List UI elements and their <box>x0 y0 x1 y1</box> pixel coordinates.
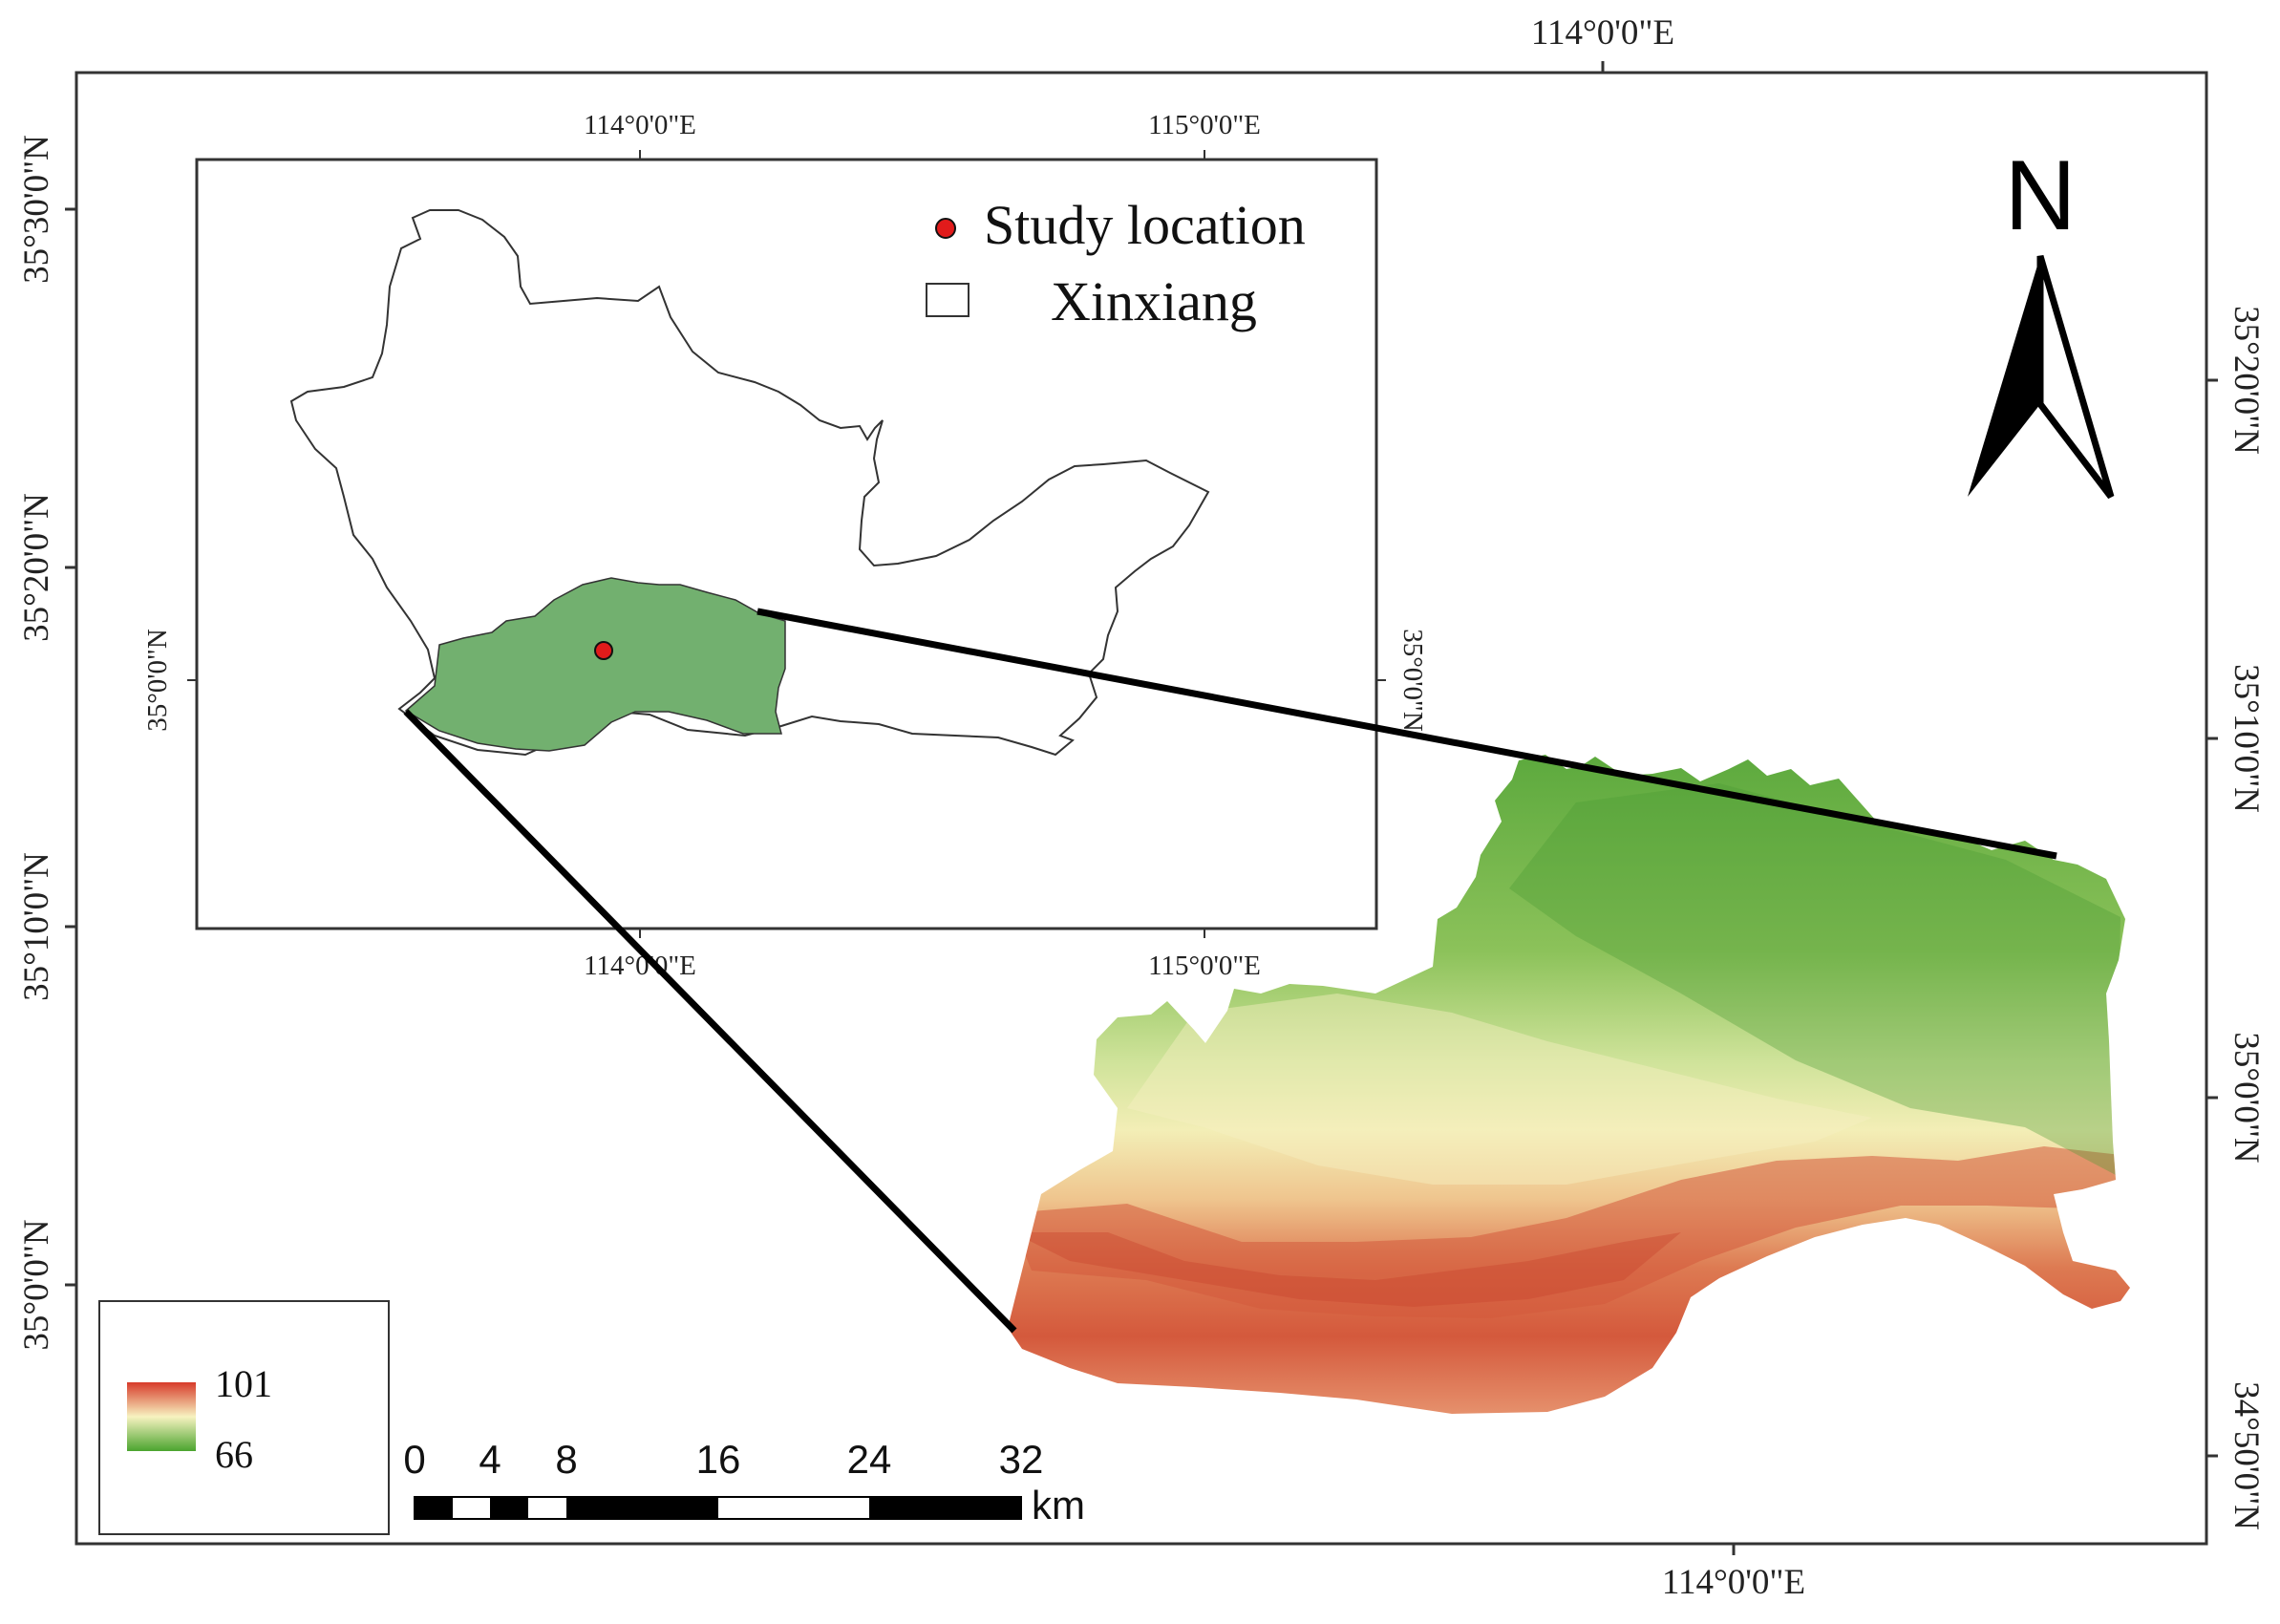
inset-map-ticks <box>187 150 1386 938</box>
north-arrow-left-icon <box>1968 256 2040 497</box>
study-area-inset <box>404 577 786 752</box>
scale-tick-24: 24 <box>847 1437 892 1482</box>
value-legend-ramp <box>127 1382 196 1451</box>
right-lat-label-4: 34°50'0"N <box>2227 1381 2266 1530</box>
inset-top-lon-2: 115°0'0"E <box>1148 110 1261 140</box>
inset-bottom-lon-1: 114°0'0"E <box>584 951 696 981</box>
left-lat-label-3: 35°10'0"N <box>17 852 56 1001</box>
scale-bar: 0 4 8 16 24 32 km <box>403 1437 1085 1528</box>
right-lat-label-2: 35°10'0"N <box>2227 664 2266 813</box>
legend-xinxiang-swatch <box>926 283 970 317</box>
legend-study-marker <box>935 218 956 239</box>
study-location-point <box>594 641 613 660</box>
legend-study-label: Study location <box>984 194 1306 256</box>
scale-tick-4: 4 <box>479 1437 501 1482</box>
connector-line-lower <box>403 709 1017 1334</box>
scale-tick-16: 16 <box>696 1437 741 1482</box>
top-lon-label: 114°0'0"E <box>1531 13 1674 53</box>
legend-min-value: 66 <box>215 1433 253 1476</box>
bottom-lon-label: 114°0'0"E <box>1662 1563 1805 1602</box>
inset-top-lon-1: 114°0'0"E <box>584 110 696 140</box>
legend-max-value: 101 <box>215 1362 272 1405</box>
left-lat-label-1: 35°30'0"N <box>17 135 56 284</box>
inset-left-lat: 35°0'0"N <box>142 629 173 732</box>
inset-right-lat: 35°0'0"N <box>1397 629 1428 732</box>
north-label: N <box>2004 140 2076 251</box>
inset-bottom-lon-2: 115°0'0"E <box>1148 951 1261 981</box>
scale-unit: km <box>1032 1483 1085 1528</box>
left-lat-label-2: 35°20'0"N <box>17 493 56 642</box>
connector-line-upper <box>756 608 2057 860</box>
legend-xinxiang-label: Xinxiang <box>1051 270 1257 332</box>
right-lat-label-3: 35°0'0"N <box>2227 1032 2266 1163</box>
scale-tick-32: 32 <box>999 1437 1044 1482</box>
main-map-ticks <box>65 61 2218 1555</box>
scale-tick-0: 0 <box>403 1437 425 1482</box>
north-arrow: N <box>1968 140 2115 500</box>
right-lat-label-1: 35°20'0"N <box>2227 306 2266 455</box>
north-arrow-right-icon <box>2036 255 2115 500</box>
scale-tick-8: 8 <box>555 1437 577 1482</box>
left-lat-label-4: 35°0'0"N <box>17 1219 56 1350</box>
